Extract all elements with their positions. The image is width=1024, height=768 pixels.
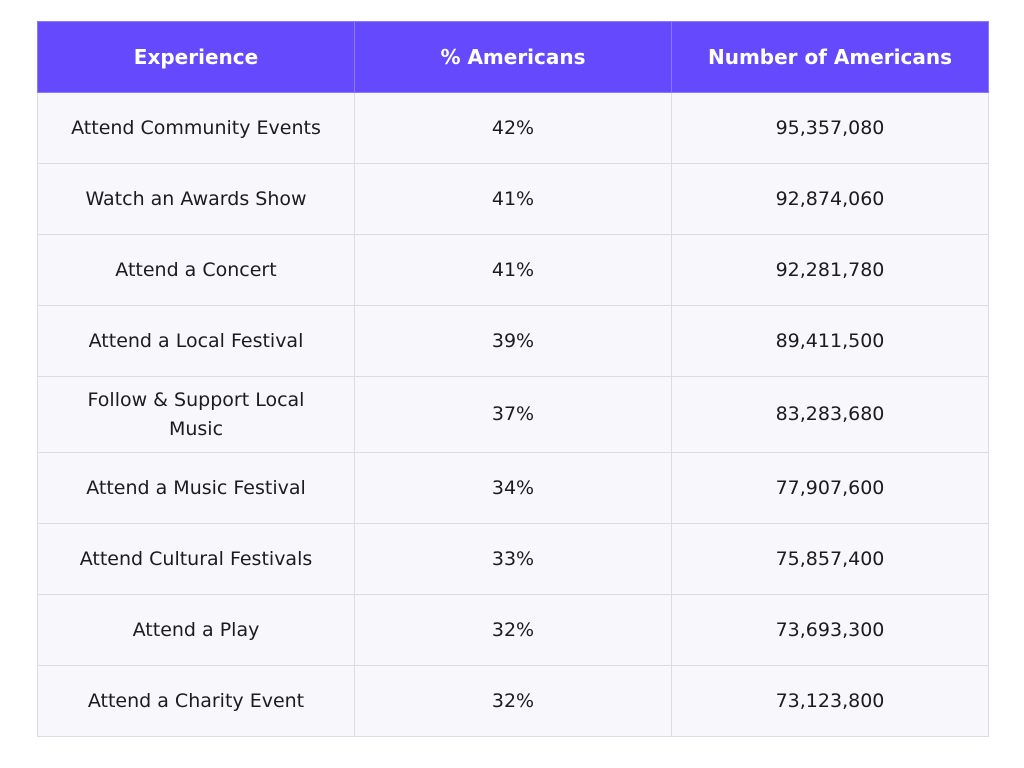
table-cell: 32% (354, 594, 672, 666)
table-cell: 41% (354, 163, 672, 235)
table-cell: 92,281,780 (671, 234, 989, 306)
table-cell: 77,907,600 (671, 452, 989, 524)
header-row: Experience% Americans Number of Americans (37, 21, 989, 93)
table-body: Attend Community Events 42% 95,357,080 Watc… (37, 92, 989, 737)
table-cell: 75,857,400 (671, 523, 989, 595)
table-row: Attend Cultural Festivals 33% 75,857,400 (37, 523, 989, 595)
table-cell: 95,357,080 (671, 92, 989, 164)
table-cell: 42% (354, 92, 672, 164)
table-cell: Watch an Awards Show (37, 163, 355, 235)
table-row: Attend a Charity Event 32% 73,123,800 (37, 665, 989, 737)
table-row: Attend a Play 32% 73,693,300 (37, 594, 989, 666)
table-row: Watch an Awards Show 41% 92,874,060 (37, 163, 989, 235)
table-cell: 73,693,300 (671, 594, 989, 666)
table-cell: Attend a Local Festival (37, 305, 355, 377)
table-cell: 73,123,800 (671, 665, 989, 737)
table-cell: Attend a Play (37, 594, 355, 666)
table-cell: 32% (354, 665, 672, 737)
table-cell: Attend Community Events (37, 92, 355, 164)
table-row: Follow & Support Local Music 37% 83,283,68… (37, 376, 989, 453)
data-table: Experience% Americans Number of Americans… (37, 21, 989, 737)
table-row: Attend a Concert 41% 92,281,780 (37, 234, 989, 306)
table-cell: 92,874,060 (671, 163, 989, 235)
table-cell: 39% (354, 305, 672, 377)
table-cell: 37% (354, 376, 672, 453)
table-container: Experience% Americans Number of Americans… (37, 21, 989, 737)
table-cell: 41% (354, 234, 672, 306)
table-cell: 83,283,680 (671, 376, 989, 453)
header-cell: Number of Americans (671, 21, 989, 93)
table-cell: 89,411,500 (671, 305, 989, 377)
table-cell: Attend a Music Festival (37, 452, 355, 524)
table-head: Experience% Americans Number of Americans (37, 21, 989, 93)
table-row: Attend Community Events 42% 95,357,080 (37, 92, 989, 164)
header-cell: Experience (37, 21, 355, 93)
table-cell: 33% (354, 523, 672, 595)
table-cell: Attend a Concert (37, 234, 355, 306)
table-row: Attend a Local Festival 39% 89,411,500 (37, 305, 989, 377)
table-cell: Attend Cultural Festivals (37, 523, 355, 595)
table-cell: 34% (354, 452, 672, 524)
table-cell: Follow & Support Local Music (37, 376, 355, 453)
header-cell: % Americans (354, 21, 672, 93)
table-row: Attend a Music Festival 34% 77,907,600 (37, 452, 989, 524)
table-cell: Attend a Charity Event (37, 665, 355, 737)
